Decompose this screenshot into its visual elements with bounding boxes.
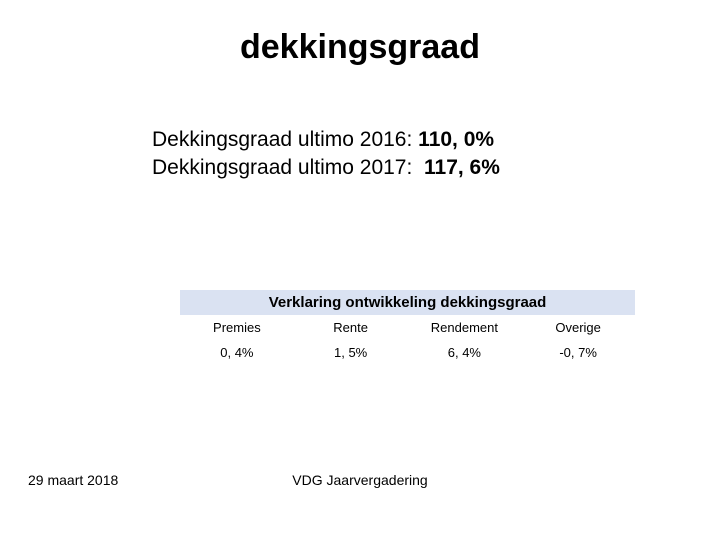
val-overige: -0, 7% [521,340,635,365]
table-header: Verklaring ontwikkeling dekkingsgraad [180,290,635,315]
page-title: dekkingsgraad [0,28,720,67]
line-2017-value: 117, 6% [424,156,500,179]
val-premies: 0, 4% [180,340,294,365]
col-overige: Overige [521,315,635,340]
explanation-table: Verklaring ontwikkeling dekkingsgraad Pr… [180,290,635,365]
table-columns-row: Premies Rente Rendement Overige [180,315,635,340]
line-2016-label: Dekkingsgraad ultimo 2016: [152,128,412,151]
col-premies: Premies [180,315,294,340]
col-rente: Rente [294,315,408,340]
col-rendement: Rendement [408,315,522,340]
val-rendement: 6, 4% [408,340,522,365]
table-values-row: 0, 4% 1, 5% 6, 4% -0, 7% [180,340,635,365]
val-rente: 1, 5% [294,340,408,365]
footer-center: VDG Jaarvergadering [0,472,720,488]
line-2017: Dekkingsgraad ultimo 2017: 117, 6% [152,156,500,180]
line-2016: Dekkingsgraad ultimo 2016: 110, 0% [152,128,500,152]
line-2017-label: Dekkingsgraad ultimo 2017: [152,156,412,179]
summary-lines: Dekkingsgraad ultimo 2016: 110, 0% Dekki… [152,128,500,184]
line-2016-value: 110, 0% [418,128,494,151]
